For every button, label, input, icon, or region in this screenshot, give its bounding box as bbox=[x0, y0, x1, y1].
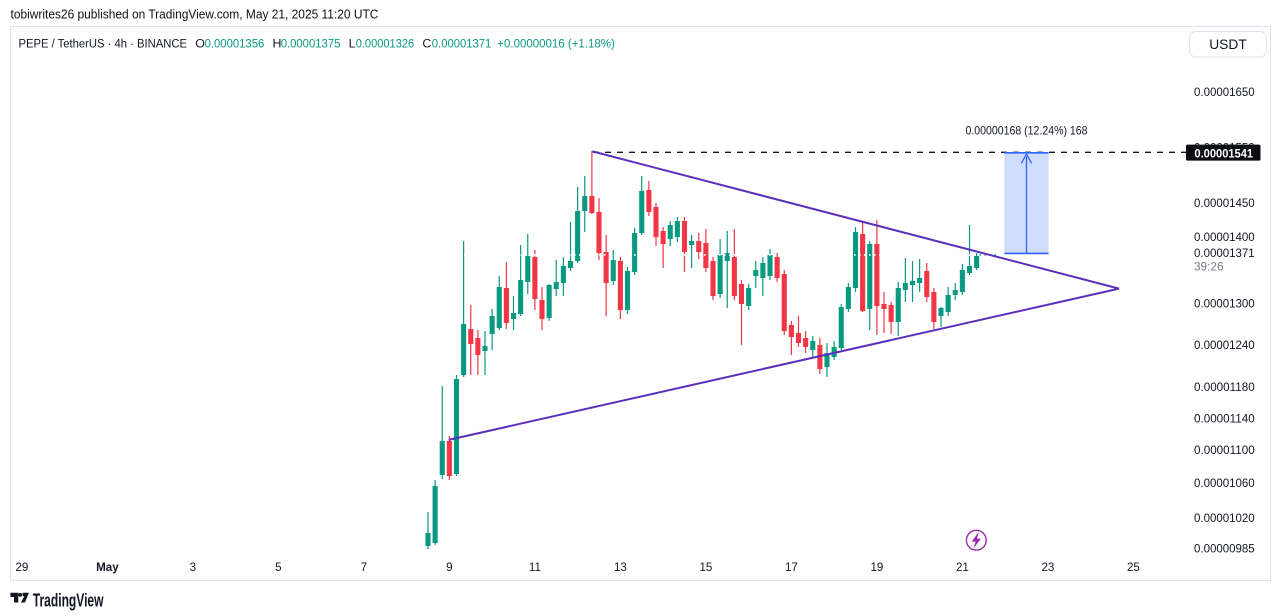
svg-text:0.00001400: 0.00001400 bbox=[1194, 230, 1255, 244]
svg-text:tobiwrites26 published on Trad: tobiwrites26 published on TradingView.co… bbox=[11, 7, 379, 22]
svg-text:0.00001356: 0.00001356 bbox=[205, 36, 265, 50]
svg-text:15: 15 bbox=[699, 561, 712, 574]
svg-text:21: 21 bbox=[956, 561, 969, 574]
svg-text:USDT: USDT bbox=[1209, 37, 1247, 52]
svg-text:25: 25 bbox=[1127, 561, 1140, 574]
svg-text:May: May bbox=[96, 561, 119, 574]
svg-text:0.00001060: 0.00001060 bbox=[1194, 476, 1255, 490]
svg-text:7: 7 bbox=[361, 561, 367, 574]
svg-text:0.00001541: 0.00001541 bbox=[1194, 146, 1253, 160]
svg-text:0.00001300: 0.00001300 bbox=[1194, 296, 1255, 310]
svg-text:19: 19 bbox=[870, 561, 883, 574]
svg-text:9: 9 bbox=[446, 561, 452, 574]
svg-text:0.00001650: 0.00001650 bbox=[1194, 85, 1255, 99]
svg-text:0.00001140: 0.00001140 bbox=[1194, 412, 1255, 426]
svg-text:L: L bbox=[349, 36, 356, 50]
svg-text:0.00001020: 0.00001020 bbox=[1194, 511, 1255, 525]
svg-text:0.00001371: 0.00001371 bbox=[432, 36, 492, 50]
svg-text:PEPE / TetherUS · 4h · BINANCE: PEPE / TetherUS · 4h · BINANCE bbox=[19, 36, 188, 50]
svg-text:+0.00000016 (+1.18%): +0.00000016 (+1.18%) bbox=[497, 36, 615, 50]
svg-text:5: 5 bbox=[275, 561, 281, 574]
svg-text:0.00000168 (12.24%) 168: 0.00000168 (12.24%) 168 bbox=[966, 123, 1088, 137]
svg-text:29: 29 bbox=[15, 561, 28, 574]
svg-text:13: 13 bbox=[614, 561, 627, 574]
svg-text:0.00001371: 0.00001371 bbox=[1194, 246, 1255, 260]
svg-text:H: H bbox=[273, 36, 282, 50]
svg-text:TradingView: TradingView bbox=[33, 589, 104, 610]
svg-text:0.00001326: 0.00001326 bbox=[356, 36, 415, 50]
svg-text:C: C bbox=[422, 36, 431, 50]
svg-text:39:26: 39:26 bbox=[1194, 259, 1224, 273]
svg-text:O: O bbox=[195, 36, 205, 50]
svg-text:23: 23 bbox=[1041, 561, 1054, 574]
svg-text:0.00001100: 0.00001100 bbox=[1194, 443, 1255, 457]
svg-text:3: 3 bbox=[190, 561, 196, 574]
svg-text:11: 11 bbox=[529, 561, 541, 574]
svg-text:17: 17 bbox=[785, 561, 798, 574]
svg-text:0.00001180: 0.00001180 bbox=[1194, 380, 1255, 394]
svg-text:0.00001450: 0.00001450 bbox=[1194, 196, 1255, 210]
svg-text:0.00001240: 0.00001240 bbox=[1194, 338, 1255, 352]
svg-text:0.00000985: 0.00000985 bbox=[1194, 542, 1255, 556]
svg-text:0.00001375: 0.00001375 bbox=[281, 36, 341, 50]
